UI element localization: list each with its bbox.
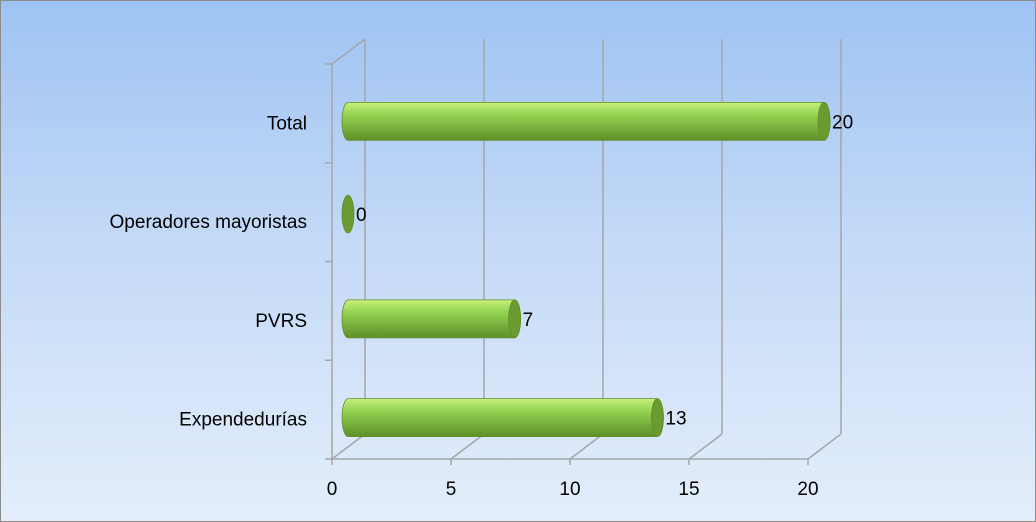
bar-end-cap: [817, 101, 831, 141]
bar-end-cap: [508, 299, 521, 339]
category-label: Total: [267, 113, 307, 134]
labels: 0 5 10 15 20 Expendedurías 13 PVRS 7 Operadores m…: [110, 112, 854, 500]
data-label: 7: [523, 310, 534, 331]
bar: [341, 398, 664, 438]
floor-line: [807, 433, 842, 460]
x-tick-label: 0: [327, 479, 338, 500]
x-tick-label: 10: [559, 479, 580, 500]
data-label: 13: [665, 409, 686, 430]
floor-line: [331, 433, 366, 460]
bars: [341, 101, 831, 438]
floor-line: [688, 433, 723, 460]
category-label: Expendedurías: [179, 410, 307, 431]
axes: [325, 38, 809, 465]
bar: [341, 101, 831, 141]
x-tick-label: 15: [678, 479, 699, 500]
data-label: 0: [356, 205, 367, 226]
wall-top-edge: [331, 38, 366, 65]
x-tick-label: 20: [797, 479, 818, 500]
floor-line: [569, 433, 604, 460]
x-tick-label: 5: [446, 479, 457, 500]
bar: [341, 299, 521, 339]
category-label: PVRS: [255, 311, 307, 332]
bar: [341, 194, 355, 234]
data-label: 20: [832, 112, 853, 133]
floor-line: [450, 433, 485, 460]
bar-end-cap: [651, 398, 664, 438]
category-label: Operadores mayoristas: [110, 212, 307, 233]
